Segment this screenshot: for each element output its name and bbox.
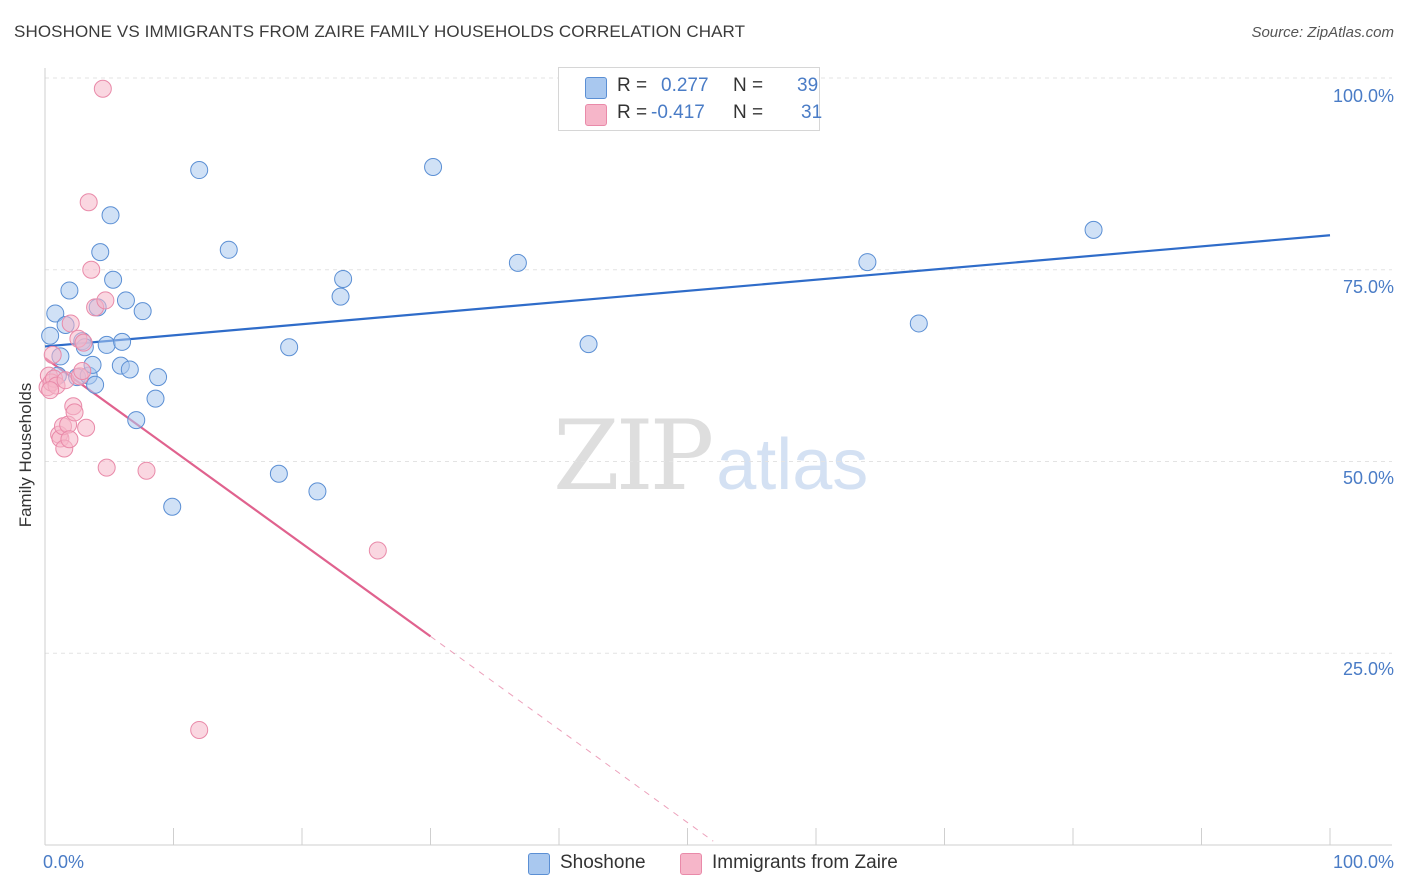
- point-shoshone: [149, 368, 168, 387]
- trendline-shoshone: [44, 234, 1331, 348]
- y-tick-label-75: 75.0%: [1342, 277, 1394, 297]
- point-shoshone: [190, 161, 209, 180]
- bottom-legend-label: Immigrants from Zaire: [712, 852, 898, 873]
- y-tick-label-100: 100.0%: [1332, 86, 1394, 106]
- point-zaire: [41, 381, 60, 400]
- point-shoshone: [308, 482, 327, 501]
- trend-lines: [44, 234, 1331, 842]
- point-shoshone: [909, 314, 928, 333]
- x-tick-label-min: 0.0%: [43, 852, 85, 872]
- point-shoshone: [120, 360, 139, 379]
- point-shoshone: [163, 497, 182, 516]
- y-tick-label-50: 50.0%: [1342, 468, 1394, 488]
- legend-swatch-blue: [585, 77, 607, 99]
- point-shoshone: [46, 304, 65, 323]
- legend-n-label: N =: [733, 75, 764, 96]
- legend-swatch-pink: [585, 104, 607, 126]
- bottom-legend-swatch-pink: [680, 853, 702, 875]
- point-shoshone: [858, 253, 877, 272]
- point-zaire: [73, 361, 92, 380]
- trendline-zaire-extension: [430, 635, 714, 842]
- point-zaire: [60, 430, 79, 449]
- legend-n-label: N =: [733, 102, 764, 123]
- point-zaire: [65, 403, 84, 422]
- point-shoshone: [127, 411, 146, 430]
- legend-r-label: R =: [617, 102, 648, 123]
- point-shoshone: [334, 269, 353, 288]
- point-shoshone: [424, 157, 443, 176]
- point-zaire: [43, 345, 62, 364]
- point-shoshone: [1084, 220, 1103, 239]
- trendline-zaire: [44, 357, 432, 638]
- point-zaire: [77, 418, 96, 437]
- grid-lines: [45, 77, 1392, 654]
- point-zaire: [79, 193, 98, 212]
- point-shoshone: [133, 302, 152, 321]
- point-zaire: [368, 541, 387, 560]
- x-tick-label-max: 100.0%: [1332, 852, 1394, 872]
- legend-r-value: -0.417: [651, 102, 705, 123]
- correlation-legend: R = 0.277 N = 39 R = -0.417 N = 31: [558, 67, 823, 131]
- legend-n-value: 39: [797, 75, 819, 96]
- bottom-legend-label: Shoshone: [560, 852, 646, 873]
- point-zaire: [93, 79, 112, 98]
- point-shoshone: [113, 332, 132, 351]
- data-points: [38, 79, 1103, 739]
- point-shoshone: [104, 270, 123, 289]
- legend-n-value: 31: [801, 102, 823, 123]
- bottom-legend-swatch-blue: [528, 853, 550, 875]
- point-shoshone: [146, 389, 165, 408]
- point-zaire: [74, 333, 93, 352]
- point-shoshone: [280, 338, 299, 357]
- point-shoshone: [219, 240, 238, 259]
- point-zaire: [137, 461, 156, 480]
- axes: [44, 68, 1392, 846]
- legend-r-value: 0.277: [661, 75, 709, 96]
- point-shoshone: [269, 464, 288, 483]
- point-shoshone: [508, 253, 527, 272]
- point-shoshone: [97, 335, 116, 354]
- y-tick-label-25: 25.0%: [1342, 659, 1394, 679]
- point-shoshone: [579, 335, 598, 354]
- point-zaire: [97, 458, 116, 477]
- y-axis-label: Family Households: [16, 382, 35, 528]
- point-shoshone: [91, 243, 110, 262]
- point-shoshone: [60, 281, 79, 300]
- point-shoshone: [101, 206, 120, 225]
- point-zaire: [96, 291, 115, 310]
- point-zaire: [190, 720, 209, 739]
- source-label: Source: ZipAtlas.com: [1251, 24, 1394, 41]
- point-shoshone: [116, 291, 135, 310]
- point-shoshone: [331, 287, 350, 306]
- point-zaire: [61, 314, 80, 333]
- chart-title: SHOSHONE VS IMMIGRANTS FROM ZAIRE FAMILY…: [14, 22, 746, 41]
- point-shoshone: [41, 326, 60, 345]
- legend-r-label: R =: [617, 75, 648, 96]
- point-shoshone: [86, 375, 105, 394]
- point-zaire: [82, 260, 101, 279]
